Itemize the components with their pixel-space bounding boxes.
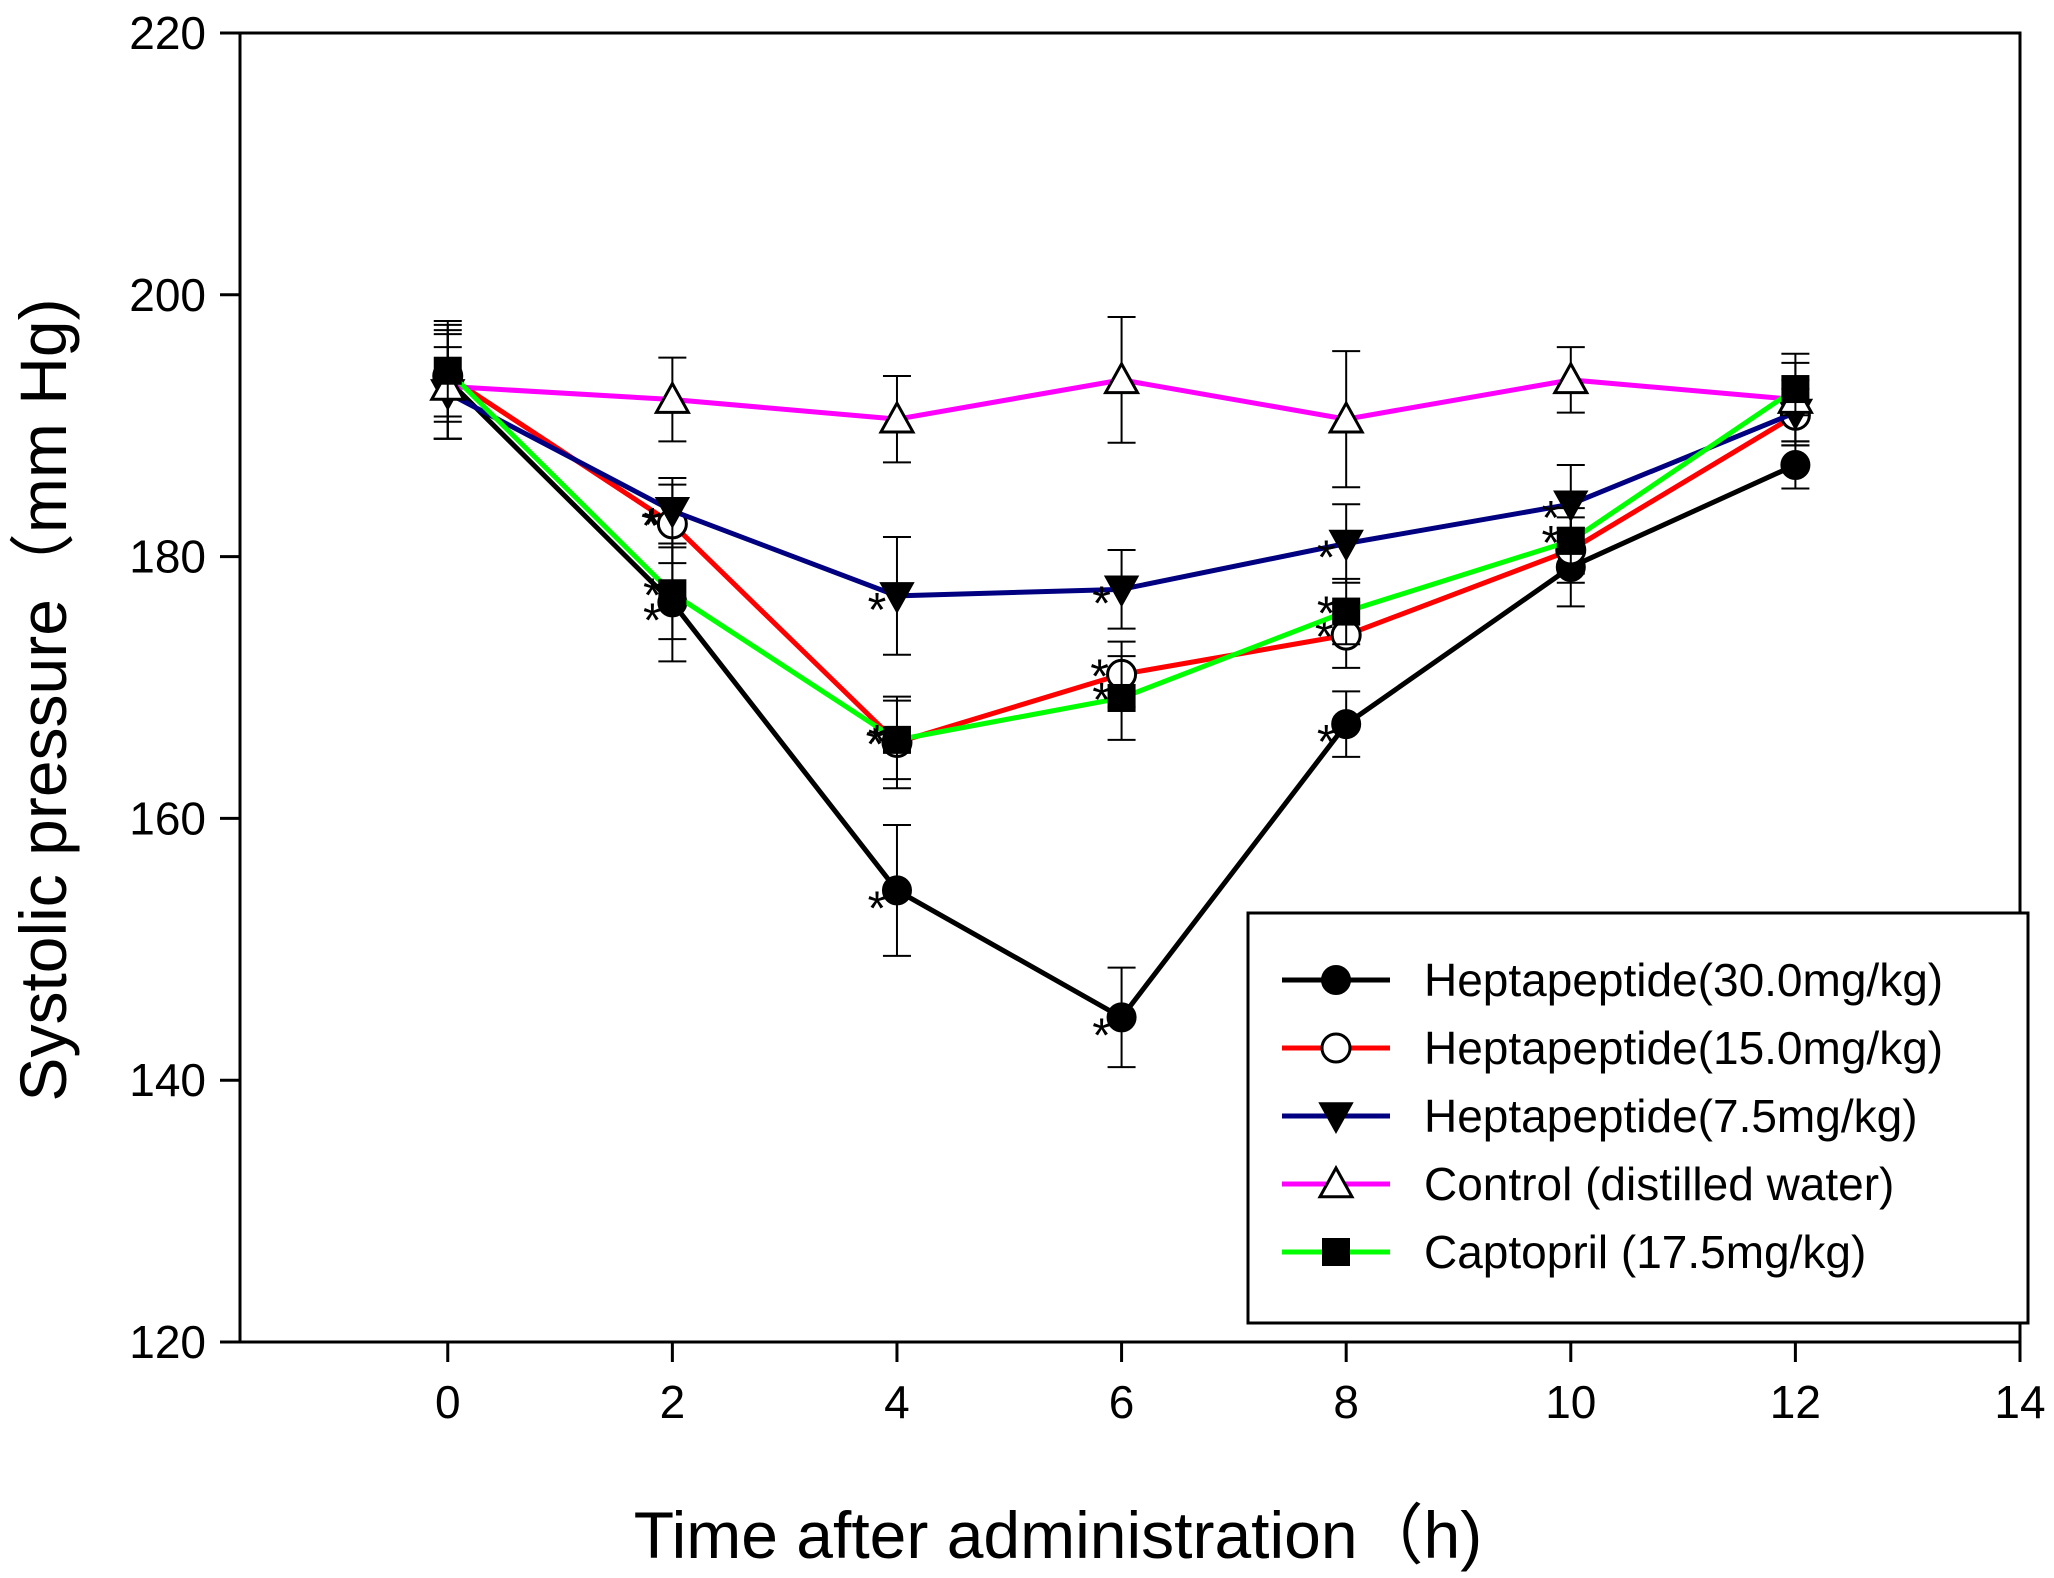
data-point [1103, 575, 1140, 608]
significance-star: * [868, 882, 887, 935]
legend: Heptapeptide(30.0mg/kg) Heptapeptide(15.0… [1246, 911, 2030, 1325]
significance-star: * [1092, 1009, 1111, 1062]
data-point [658, 579, 687, 608]
data-point [881, 875, 912, 906]
y-axis-title: Systolic pressure（mm Hg) [6, 298, 80, 1101]
x-tick-label-2: 2 [660, 1376, 686, 1428]
data-point [654, 496, 691, 529]
data-point [1332, 597, 1361, 626]
legend-label-3: Control (distilled water) [1424, 1158, 1894, 1210]
significance-star: * [1541, 517, 1560, 570]
significance-star: * [641, 500, 660, 553]
significance-star: * [643, 569, 662, 622]
data-point [882, 725, 911, 754]
y-tick-label-160: 160 [129, 792, 206, 844]
data-point [433, 356, 462, 385]
significance-star: * [643, 499, 662, 552]
x-axis-title: Time after administration（h) [634, 1498, 1483, 1572]
legend-marker-3 [1317, 1164, 1355, 1199]
data-point [1556, 526, 1585, 555]
data-point [1106, 1002, 1137, 1033]
y-tick-label-180: 180 [129, 531, 206, 583]
significance-star: * [868, 716, 887, 769]
data-point [1328, 529, 1364, 562]
significance-star: * [1090, 650, 1109, 703]
data-point [1327, 400, 1365, 434]
x-tick-label-4: 4 [884, 1376, 910, 1428]
legend-marker-1 [1320, 1032, 1352, 1064]
legend-marker-4 [1322, 1238, 1350, 1266]
series-4: ***** [433, 323, 1810, 781]
significance-star: * [866, 718, 885, 771]
legend-label-4: Captopril (17.5mg/kg) [1424, 1226, 1866, 1278]
data-point [653, 380, 691, 414]
series-3 [429, 316, 1814, 489]
significance-star: * [1317, 716, 1336, 769]
significance-star: * [1541, 492, 1560, 545]
x-tick-label-0: 0 [435, 1376, 461, 1428]
legend-marker-2 [1318, 1102, 1354, 1135]
significance-star: * [643, 594, 662, 647]
x-tick-label-12: 12 [1770, 1376, 1821, 1428]
data-point [878, 400, 916, 434]
y-tick-label-200: 200 [129, 269, 206, 321]
significance-star: * [1317, 532, 1336, 585]
data-point [1780, 449, 1811, 480]
data-point [1552, 360, 1590, 395]
data-point [879, 582, 915, 614]
data-point [1553, 490, 1589, 523]
x-tick-label-8: 8 [1333, 1376, 1359, 1428]
data-point [1331, 709, 1362, 740]
significance-star: * [868, 584, 887, 637]
legend-marker-0 [1321, 965, 1351, 995]
significance-star: * [1092, 577, 1111, 630]
y-tick-label-120: 120 [129, 1316, 206, 1368]
data-point [1103, 360, 1141, 395]
data-point [1781, 375, 1810, 404]
axis-layer: 120 140 160 180 200 220 0 2 4 6 8 10 12 14 [129, 7, 2045, 1428]
legend-label-0: Heptapeptide(30.0mg/kg) [1424, 954, 1943, 1006]
significance-star: * [1092, 674, 1111, 727]
y-tick-label-140: 140 [129, 1054, 206, 1106]
x-tick-label-10: 10 [1545, 1376, 1596, 1428]
x-tick-label-14: 14 [1994, 1376, 2045, 1428]
significance-star: * [1317, 588, 1336, 641]
y-tick-label-220: 220 [129, 7, 206, 59]
series-layer: ********** ******** [429, 316, 1814, 1069]
legend-label-1: Heptapeptide(15.0mg/kg) [1424, 1022, 1943, 1074]
data-point [1107, 683, 1136, 712]
legend-label-2: Heptapeptide(7.5mg/kg) [1424, 1090, 1918, 1142]
x-tick-label-6: 6 [1109, 1376, 1135, 1428]
plot-frame [238, 31, 2022, 1344]
